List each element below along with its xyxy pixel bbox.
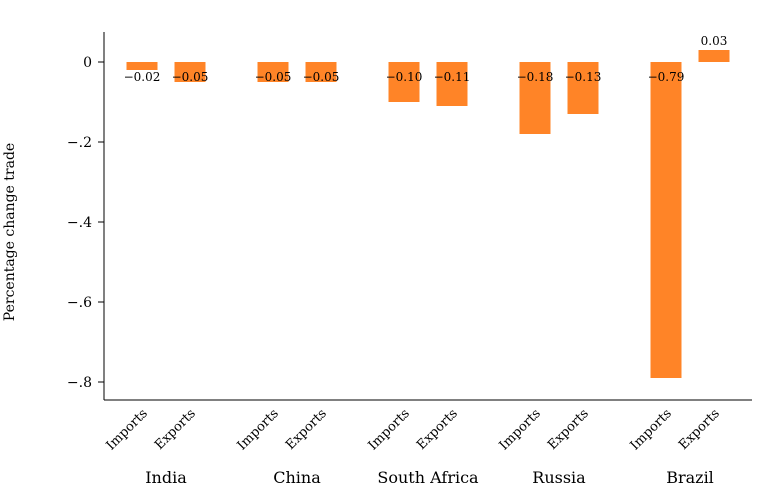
group-label-russia: Russia <box>532 468 586 487</box>
y-tick-label-4: −.8 <box>67 375 92 391</box>
bar-south-africa-imports <box>388 62 420 102</box>
bar-value-label-russia-exports: −0.13 <box>565 70 602 84</box>
group-label-south-africa: South Africa <box>377 468 479 487</box>
bar-brazil-imports <box>650 62 682 378</box>
bar-russia-imports <box>519 62 551 134</box>
y-tick-label-0: 0 <box>83 55 92 71</box>
bar-value-labels: −0.02 −0.05 −0.05 −0.05 −0.10 −0.11 −0.18 −0.13… <box>124 34 728 84</box>
bar-india-imports <box>126 62 158 70</box>
category-label-india-imports: Imports <box>104 406 151 453</box>
bar-brazil-exports <box>698 50 730 62</box>
bar-value-label-south-africa-imports: −0.10 <box>386 70 423 84</box>
y-tick-label-2: −.4 <box>67 215 92 231</box>
y-axis: 0 −.2 −.4 −.6 −.8 <box>67 32 105 400</box>
bar-value-label-india-imports: −0.02 <box>124 70 161 84</box>
bar-china-imports <box>257 62 289 82</box>
group-label-india: India <box>145 468 187 487</box>
category-label-china-imports: Imports <box>235 406 282 453</box>
bar-value-label-south-africa-exports: −0.11 <box>434 70 471 84</box>
bar-value-label-russia-imports: −0.18 <box>517 70 554 84</box>
group-label-brazil: Brazil <box>666 468 714 487</box>
category-label-china-exports: Exports <box>283 406 330 453</box>
group-labels: India China South Africa Russia Brazil <box>145 468 714 487</box>
y-tick-label-3: −.6 <box>67 295 92 311</box>
category-label-south-africa-imports: Imports <box>366 406 413 453</box>
bars <box>126 50 730 378</box>
category-label-russia-imports: Imports <box>497 406 544 453</box>
bar-value-label-brazil-exports: 0.03 <box>701 34 728 48</box>
category-label-south-africa-exports: Exports <box>414 406 461 453</box>
group-label-china: China <box>273 468 321 487</box>
category-label-india-exports: Exports <box>152 406 199 453</box>
bar-south-africa-exports <box>436 62 468 106</box>
bar-value-label-china-exports: −0.05 <box>303 70 340 84</box>
y-tick-label-1: −.2 <box>67 135 92 151</box>
bar-india-exports <box>174 62 206 82</box>
bar-china-exports <box>305 62 337 82</box>
category-labels: Imports Exports Imports Exports Imports Expor… <box>104 406 723 453</box>
category-label-brazil-imports: Imports <box>628 406 675 453</box>
y-axis-label: Percentage change trade <box>2 143 18 321</box>
bar-value-label-brazil-imports: −0.79 <box>648 70 685 84</box>
bar-value-label-china-imports: −0.05 <box>255 70 292 84</box>
category-label-russia-exports: Exports <box>545 406 592 453</box>
category-label-brazil-exports: Exports <box>676 406 723 453</box>
bar-russia-exports <box>567 62 599 114</box>
bar-value-label-india-exports: −0.05 <box>172 70 209 84</box>
